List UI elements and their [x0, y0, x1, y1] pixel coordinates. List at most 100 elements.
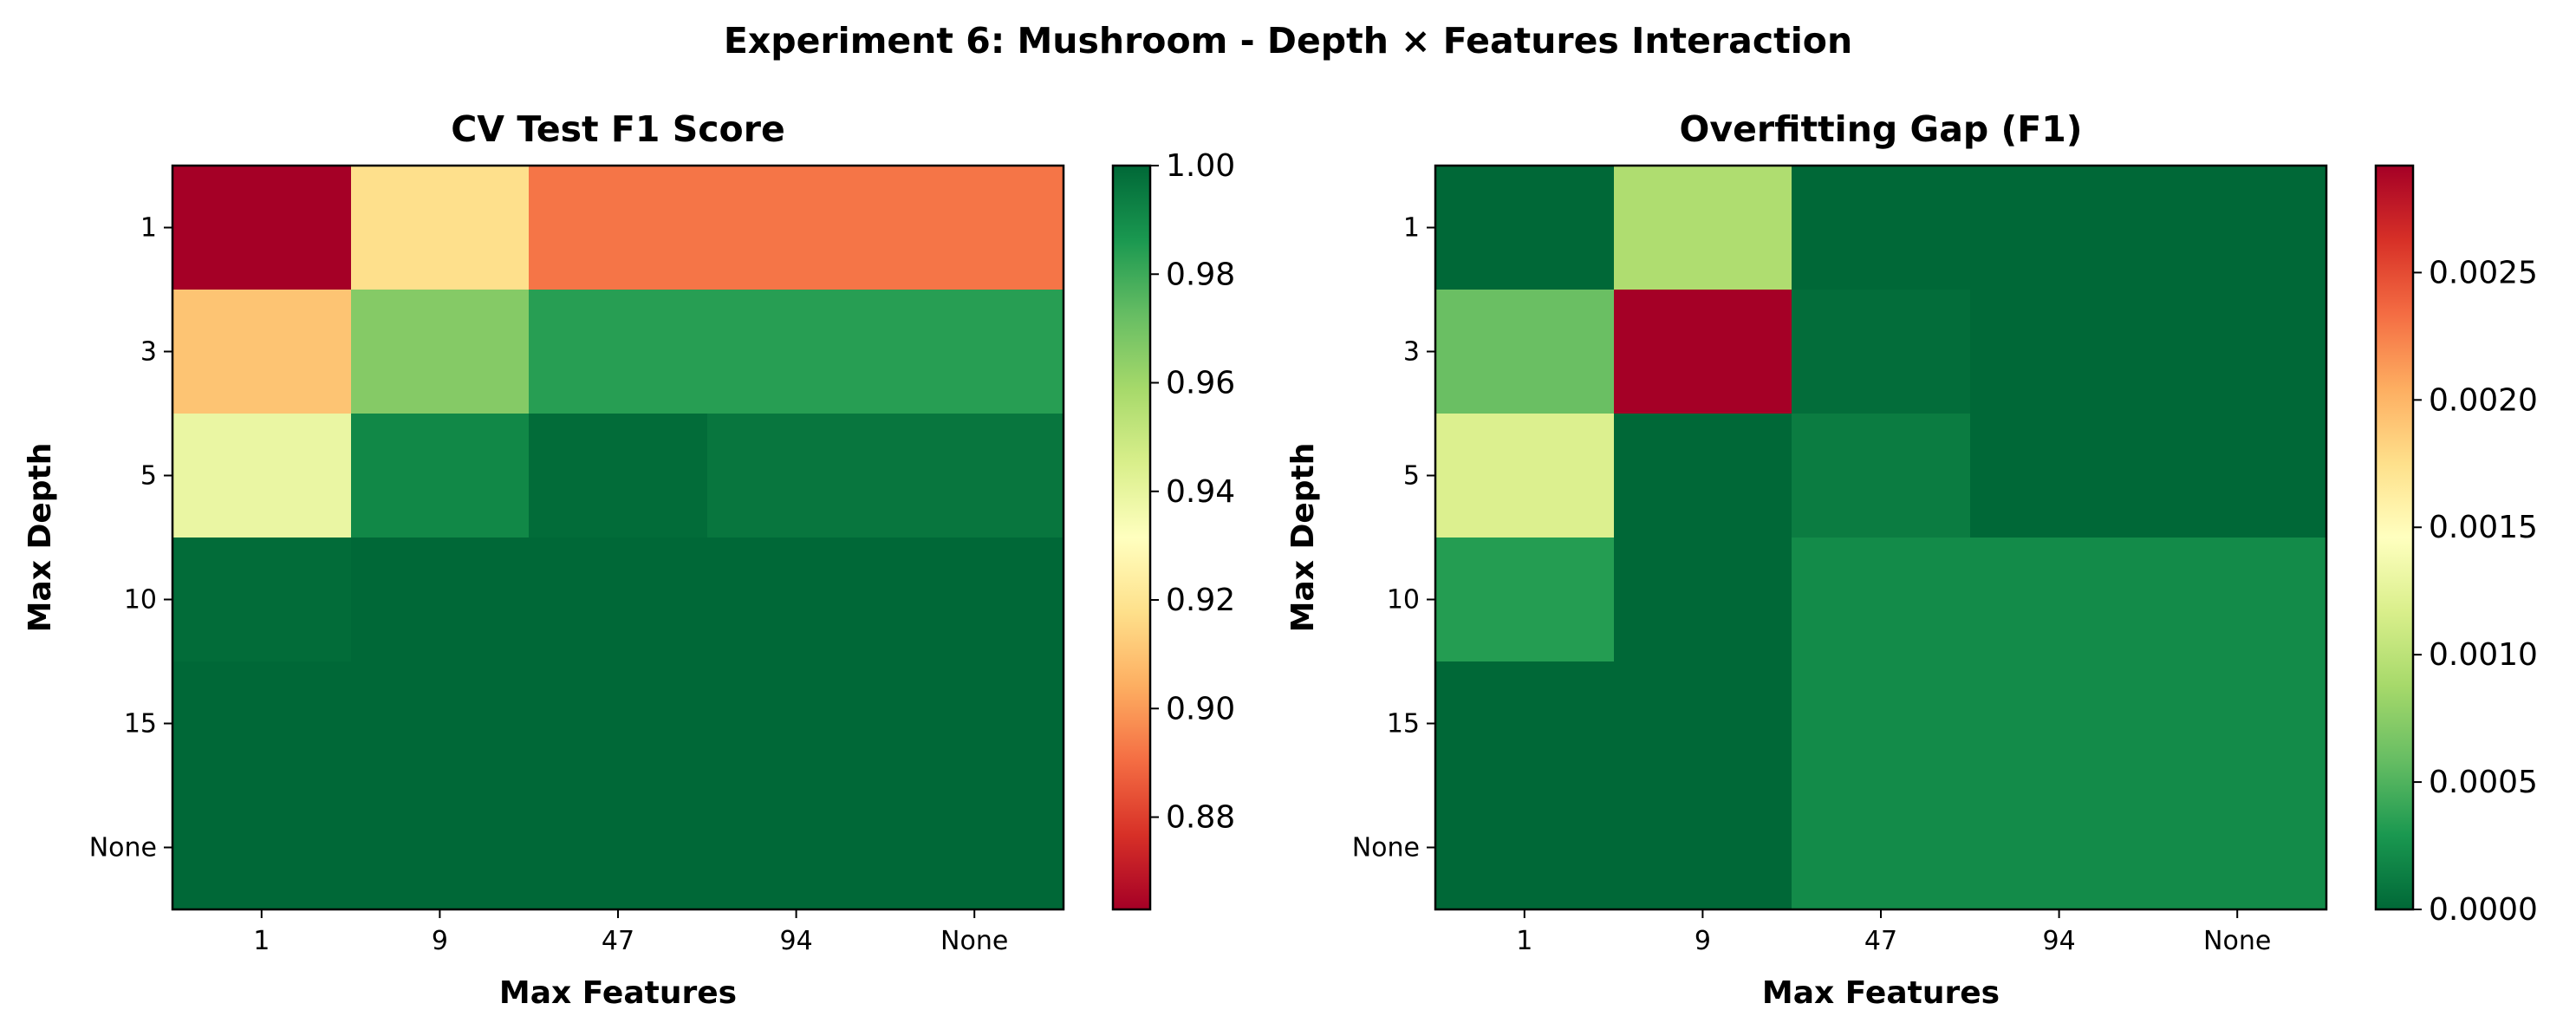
heatmap-cell [529, 166, 708, 290]
heatmap-cell [1435, 414, 1615, 538]
colorbar-tick-label: 0.98 [1166, 257, 1235, 292]
heatmap-cell [1614, 661, 1792, 786]
y-tick-label: 10 [124, 585, 157, 616]
heatmap-cell [529, 414, 708, 538]
heatmap-cell [1970, 538, 2149, 662]
heatmap-cell [1792, 538, 1971, 662]
heatmap-cell [707, 414, 886, 538]
heatmap-cell [707, 290, 886, 414]
heatmap-cell [351, 290, 530, 414]
heatmap-cell [885, 661, 1064, 786]
heatmap-cell [351, 538, 530, 662]
y-ticks: 1 3 5 10 15 None [89, 213, 172, 863]
y-tick-label: 3 [1403, 337, 1420, 368]
x-tick-label: 9 [1695, 926, 1711, 956]
heatmap-cell [1435, 538, 1615, 662]
x-tick-label: 94 [780, 926, 813, 956]
x-ticks: 1 9 47 94 None [1516, 909, 2271, 956]
colorbar-tick-label: 0.0000 [2429, 892, 2538, 928]
heatmap-cell [1970, 290, 2149, 414]
heatmap-cell [707, 538, 886, 662]
colorbar: 0.0000 0.0005 0.0010 0.0015 0.0020 0.0025 [2374, 164, 2538, 928]
x-tick-label: 47 [1864, 926, 1897, 956]
heatmap-cell [2148, 785, 2327, 910]
heatmap-cell [1792, 166, 1971, 290]
heatmap-cell [351, 785, 530, 910]
heatmap-cell [1970, 414, 2149, 538]
y-tick-label: None [1352, 833, 1420, 863]
heatmap-cell [1970, 785, 2149, 910]
x-tick-label: 9 [432, 926, 448, 956]
heatmap-cell [1614, 290, 1792, 414]
y-tick-label: 5 [140, 461, 157, 492]
heatmap-cell [172, 661, 352, 786]
y-tick-label: 5 [1403, 461, 1420, 492]
y-axis-label: Max Depth [23, 443, 58, 633]
figure-title: Experiment 6: Mushroom - Depth × Feature… [724, 20, 1852, 62]
y-tick-label: 15 [124, 709, 157, 740]
colorbar-ticks: 0.88 0.90 0.92 0.94 0.96 0.98 1.00 [1150, 148, 1235, 836]
y-tick-label: 15 [1387, 709, 1420, 740]
heatmap-cell [351, 661, 530, 786]
heatmap-cell [1435, 290, 1615, 414]
y-axis-label: Max Depth [1285, 443, 1321, 633]
colorbar-tick-label: 0.94 [1166, 474, 1235, 510]
heatmap-cell [1792, 414, 1971, 538]
heatmap-cell [1614, 414, 1792, 538]
x-tick-label: 94 [2043, 926, 2076, 956]
heatmap-cell [529, 661, 708, 786]
colorbar-tick-label: 0.96 [1166, 366, 1235, 401]
panel-overfitting-gap: Overfitting Gap (F1) 1 3 5 10 15 None 1 9 47 94 N… [1285, 108, 2538, 1011]
x-tick-label: 1 [253, 926, 270, 956]
y-tick-label: None [89, 833, 157, 863]
heatmap-cell [1435, 661, 1615, 786]
heatmap-cell [1435, 166, 1615, 290]
heatmap-cell [2148, 661, 2327, 786]
colorbar-tick-label: 0.88 [1166, 800, 1235, 836]
colorbar-tick-label: 0.0025 [2429, 255, 2538, 290]
heatmap-cell [1970, 166, 2149, 290]
heatmap-cell [351, 166, 530, 290]
heatmap-cell [707, 166, 886, 290]
colorbar-tick-label: 0.0015 [2429, 510, 2538, 545]
x-axis-label: Max Features [499, 975, 737, 1011]
heatmap-cell [172, 414, 352, 538]
heatmap-cell [2148, 414, 2327, 538]
colorbar-tick-label: 0.92 [1166, 583, 1235, 618]
heatmap-cell [529, 538, 708, 662]
x-ticks: 1 9 47 94 None [253, 909, 1008, 956]
heatmap-cells [1435, 166, 2327, 910]
y-tick-label: 1 [1403, 213, 1420, 244]
heatmap-cell [707, 785, 886, 910]
colorbar-tick-label: 0.0005 [2429, 765, 2538, 800]
heatmap-cell [1435, 785, 1615, 910]
y-tick-label: 10 [1387, 585, 1420, 616]
heatmap-cell [2148, 166, 2327, 290]
heatmap-cell [1614, 166, 1792, 290]
heatmap-cell [172, 785, 352, 910]
heatmap-cell [1792, 290, 1971, 414]
x-tick-label: 47 [602, 926, 634, 956]
heatmap-cell [172, 166, 352, 290]
heatmap-cells [172, 166, 1064, 910]
heatmap-cell [1792, 785, 1971, 910]
heatmap-cell [885, 538, 1064, 662]
x-axis-label: Max Features [1762, 975, 2000, 1011]
heatmap-cell [707, 661, 886, 786]
heatmap-cell [2148, 290, 2327, 414]
heatmap-cell [1792, 661, 1971, 786]
heatmap-cell [529, 785, 708, 910]
panel-title: Overfitting Gap (F1) [1679, 108, 2082, 150]
colorbar-tick-label: 0.90 [1166, 691, 1235, 727]
y-tick-label: 3 [140, 337, 157, 368]
heatmap-cell [885, 290, 1064, 414]
x-tick-label: 1 [1516, 926, 1532, 956]
colorbar: 0.88 0.90 0.92 0.94 0.96 0.98 1.00 [1111, 148, 1235, 911]
heatmap-cell [351, 414, 530, 538]
heatmap-cell [172, 290, 352, 414]
x-tick-label: None [2203, 926, 2271, 956]
x-tick-label: None [940, 926, 1008, 956]
heatmap-cell [529, 290, 708, 414]
